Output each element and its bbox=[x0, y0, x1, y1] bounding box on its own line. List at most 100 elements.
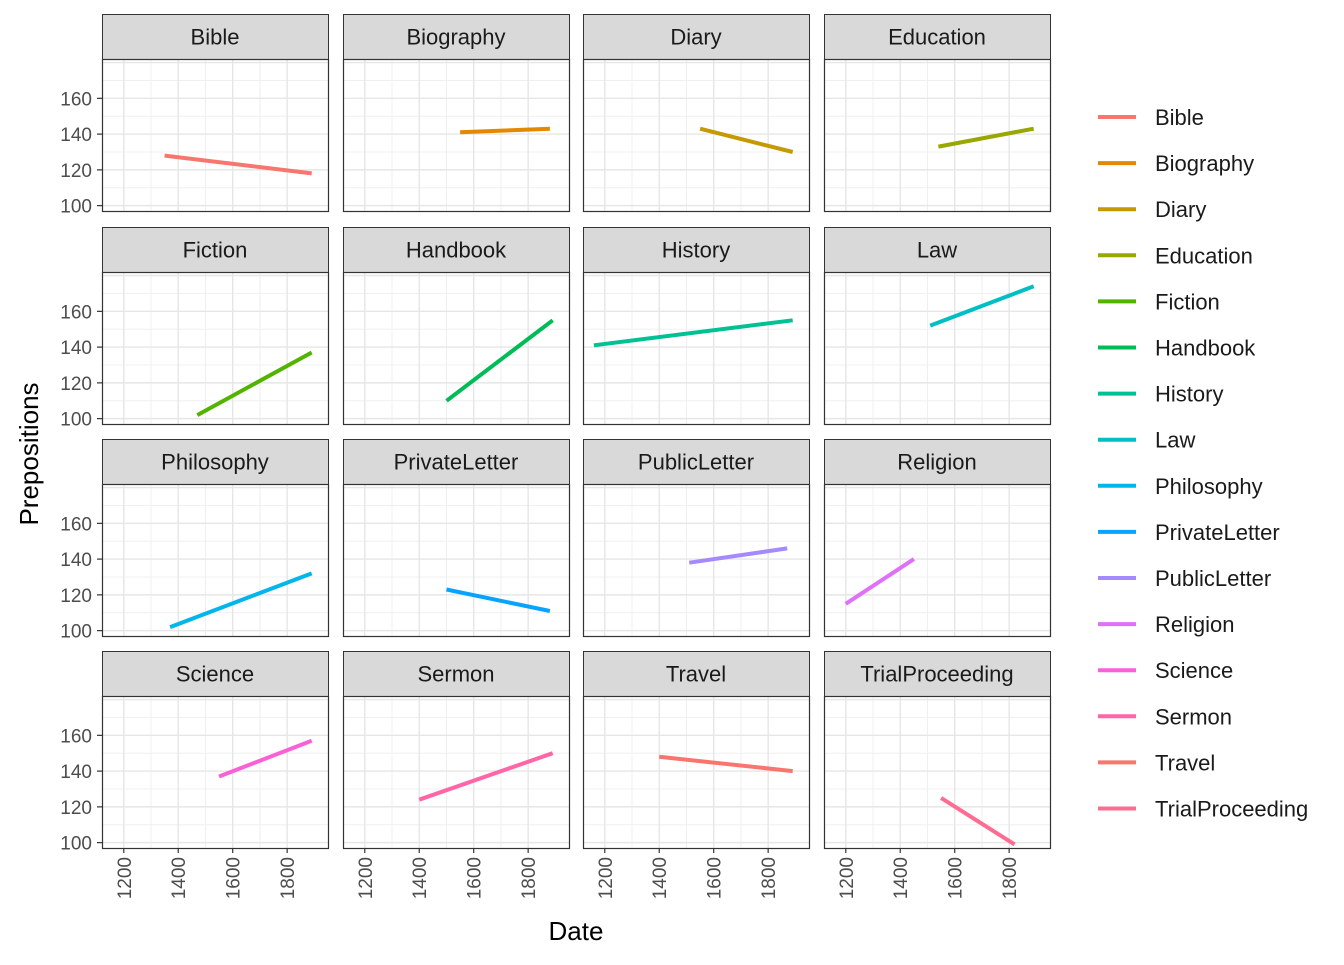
legend-item-diary: Diary bbox=[1098, 197, 1206, 222]
y-tick-label: 120 bbox=[60, 374, 92, 395]
panel-border bbox=[101, 58, 330, 213]
panel-background bbox=[824, 484, 1051, 637]
legend-label: PrivateLetter bbox=[1155, 520, 1280, 545]
facet-panel-biography: Biography bbox=[342, 14, 571, 213]
facet-strip-label: History bbox=[662, 238, 730, 263]
y-tick-label: 140 bbox=[60, 762, 92, 783]
panel-background bbox=[102, 696, 329, 849]
y-tick-label: 160 bbox=[60, 89, 92, 110]
panel-background bbox=[583, 696, 810, 849]
panel-border bbox=[342, 695, 571, 850]
facet-panel-travel: Travel 1200 1400 1600 1800 bbox=[582, 651, 811, 899]
trend-line-publicletter bbox=[688, 546, 788, 565]
trend-line-trialproceeding bbox=[940, 796, 1016, 847]
y-tick-label: 140 bbox=[60, 125, 92, 146]
trend-line-biography bbox=[460, 126, 550, 135]
facet-strip-label: Philosophy bbox=[161, 450, 269, 475]
trend-line-handbook bbox=[445, 318, 554, 403]
facet-strip bbox=[583, 14, 810, 60]
panel-border bbox=[582, 271, 811, 426]
legend: Bible Biography Diary Education Fiction Handb… bbox=[1098, 105, 1308, 822]
facet-strip bbox=[343, 651, 570, 697]
legend-label: Science bbox=[1155, 658, 1233, 683]
facet-strip-label: Bible bbox=[191, 25, 240, 50]
x-tick-label: 1200 bbox=[356, 857, 377, 899]
facet-strip bbox=[102, 651, 329, 697]
panel-background bbox=[583, 272, 810, 425]
legend-label: Sermon bbox=[1155, 704, 1232, 729]
trend-line-privateletter bbox=[446, 587, 551, 613]
panel-border bbox=[101, 695, 330, 850]
legend-item-travel: Travel bbox=[1098, 750, 1215, 775]
legend-item-education: Education bbox=[1098, 243, 1253, 268]
panel-border bbox=[823, 58, 1052, 213]
facet-strip-label: Fiction bbox=[183, 238, 248, 263]
panel-border bbox=[823, 695, 1052, 850]
y-tick-label: 100 bbox=[60, 197, 92, 218]
legend-item-biography: Biography bbox=[1098, 151, 1254, 176]
legend-label: Biography bbox=[1155, 151, 1254, 176]
legend-label: PublicLetter bbox=[1155, 566, 1271, 591]
facet-strip bbox=[343, 14, 570, 60]
legend-item-religion: Religion bbox=[1098, 612, 1235, 637]
facet-strip bbox=[343, 227, 570, 273]
x-tick-label: 1200 bbox=[115, 857, 136, 899]
legend-item-handbook: Handbook bbox=[1098, 336, 1256, 361]
panel-background bbox=[583, 59, 810, 212]
facet-panel-sermon: Sermon 1200 1400 1600 1800 bbox=[342, 651, 571, 899]
facet-strip-label: Education bbox=[888, 25, 986, 50]
y-tick-label: 100 bbox=[60, 622, 92, 643]
x-tick-label: 1200 bbox=[596, 857, 617, 899]
y-tick-label: 160 bbox=[60, 302, 92, 323]
facet-strip bbox=[583, 651, 810, 697]
x-tick-label: 1600 bbox=[224, 857, 245, 899]
x-tick-label: 1800 bbox=[519, 857, 540, 899]
panel-background bbox=[824, 696, 1051, 849]
facet-panel-handbook: Handbook bbox=[342, 227, 571, 426]
facet-panel-religion: Religion bbox=[823, 439, 1052, 638]
panel-border bbox=[101, 483, 330, 638]
panel-background bbox=[102, 272, 329, 425]
panel-border bbox=[342, 58, 571, 213]
legend-item-philosophy: Philosophy bbox=[1098, 474, 1263, 499]
panel-border bbox=[101, 271, 330, 426]
facet-panel-bible: Bible 100 120 140 160 bbox=[60, 14, 330, 218]
panel-border bbox=[582, 695, 811, 850]
panel-background bbox=[824, 272, 1051, 425]
y-tick-label: 100 bbox=[60, 834, 92, 855]
facet-panel-philosophy: Philosophy 100 120 140 160 bbox=[60, 439, 330, 643]
legend-label: Travel bbox=[1155, 750, 1215, 775]
facet-panel-publicletter: PublicLetter bbox=[582, 439, 811, 638]
facet-strip bbox=[343, 439, 570, 485]
legend-item-law: Law bbox=[1098, 428, 1195, 453]
panel-border bbox=[582, 58, 811, 213]
facet-strip-label: Handbook bbox=[406, 238, 507, 263]
legend-label: Law bbox=[1155, 428, 1195, 453]
panel-border bbox=[342, 271, 571, 426]
panel-border bbox=[342, 483, 571, 638]
legend-label: Religion bbox=[1155, 612, 1235, 637]
legend-label: Bible bbox=[1155, 105, 1204, 130]
trend-line-diary bbox=[699, 126, 794, 154]
trend-line-bible bbox=[164, 153, 312, 176]
x-tick-label: 1400 bbox=[410, 857, 431, 899]
facet-strip bbox=[824, 14, 1051, 60]
facet-strip bbox=[583, 439, 810, 485]
y-tick-label: 100 bbox=[60, 410, 92, 431]
facet-strip-label: Religion bbox=[897, 450, 977, 475]
panel-background bbox=[343, 272, 570, 425]
trend-line-travel bbox=[658, 754, 793, 774]
facet-panel-science: Science 100 120 140 160 1200 1400 1600 1800 bbox=[60, 651, 330, 899]
legend-item-sermon: Sermon bbox=[1098, 704, 1232, 729]
trend-line-philosophy bbox=[169, 571, 313, 629]
legend-label: Philosophy bbox=[1155, 474, 1263, 499]
x-tick-label: 1600 bbox=[465, 857, 486, 899]
facet-panel-education: Education bbox=[823, 14, 1052, 213]
facet-panel-privateletter: PrivateLetter bbox=[342, 439, 571, 638]
facet-strip-label: Diary bbox=[670, 25, 721, 50]
y-tick-label: 160 bbox=[60, 514, 92, 535]
facet-panel-law: Law bbox=[823, 227, 1052, 426]
x-tick-label: 1800 bbox=[278, 857, 299, 899]
legend-label: TrialProceeding bbox=[1155, 797, 1308, 822]
